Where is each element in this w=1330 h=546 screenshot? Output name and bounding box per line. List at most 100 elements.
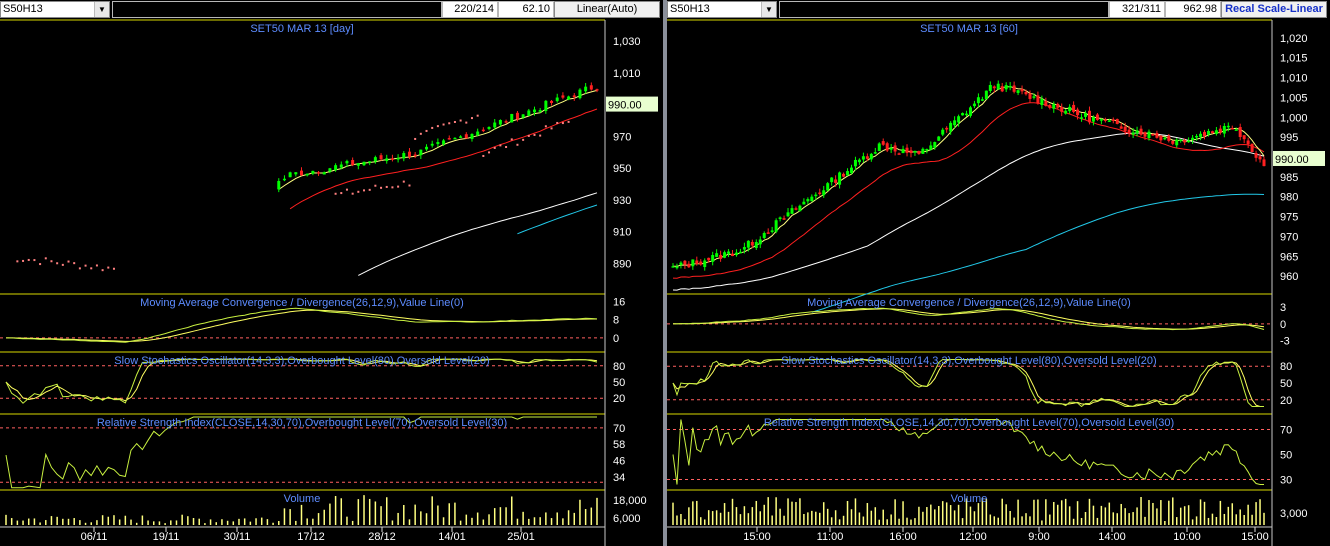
candle-body	[1167, 135, 1171, 141]
candle-body	[1008, 85, 1012, 88]
recal-scale-button[interactable]: Recal Scale-Linear	[1221, 1, 1327, 18]
info-bar	[779, 1, 1109, 18]
candle-body	[1179, 139, 1183, 141]
candle-body	[846, 171, 850, 176]
candle-body	[941, 129, 945, 135]
candle-body	[515, 112, 519, 120]
candle-body	[972, 103, 976, 107]
candle-body	[921, 148, 925, 154]
candle-body	[311, 170, 315, 174]
candle-body	[447, 138, 451, 140]
sar-dot	[67, 260, 70, 263]
sar-dot	[16, 260, 19, 263]
candle-body	[407, 151, 411, 157]
candle-body	[464, 134, 468, 139]
candle-body	[1246, 140, 1250, 145]
price-tick-label: 1,010	[1280, 73, 1308, 85]
candle-body	[703, 260, 707, 268]
candle-body	[379, 155, 383, 160]
candle-body	[453, 137, 457, 140]
candle-body	[849, 167, 853, 174]
candle-body	[1056, 103, 1060, 108]
price-panel-title: SET50 MAR 13 [60]	[920, 23, 1018, 35]
candle-body	[1068, 106, 1072, 112]
candle-body	[727, 251, 731, 254]
sar-dot	[357, 190, 360, 193]
candle-body	[567, 96, 571, 100]
sar-dot	[459, 119, 462, 122]
candle-body	[770, 230, 774, 232]
sar-dot	[505, 146, 508, 149]
sar-dot	[334, 192, 337, 195]
chart-canvas[interactable]: 1,0201,0151,0101,0051,000995990985980975…	[667, 0, 1330, 546]
sar-dot	[436, 125, 439, 128]
candle-body	[853, 159, 857, 167]
current-price-box	[1273, 150, 1325, 166]
candle-body	[459, 136, 463, 138]
rsi-line	[672, 419, 1264, 485]
candle-body	[1131, 132, 1135, 135]
candle-body	[1226, 125, 1230, 128]
candle-body	[1028, 93, 1032, 99]
sar-dot	[374, 184, 377, 187]
sar-dot	[61, 263, 64, 266]
candle-body	[933, 142, 937, 148]
bar-counter: 321/311	[1109, 1, 1165, 18]
volume-tick-label: 6,000	[613, 513, 641, 525]
sar-dot	[550, 127, 553, 130]
candle-body	[1143, 132, 1147, 137]
chevron-down-icon[interactable]: ▼	[94, 2, 109, 17]
chevron-down-icon[interactable]: ▼	[761, 2, 776, 17]
candle-body	[1135, 130, 1139, 134]
sar-dot	[101, 269, 104, 272]
candle-body	[300, 170, 303, 176]
candle-body	[1004, 85, 1008, 90]
candle-body	[881, 141, 885, 145]
sar-dot	[90, 267, 93, 270]
ma-slow-line	[672, 132, 1265, 291]
candle-body	[481, 129, 485, 132]
candle-body	[430, 143, 434, 146]
candle-body	[538, 110, 542, 112]
sar-dot	[107, 266, 110, 269]
macd-tick-label: 16	[613, 297, 625, 309]
sar-dot	[33, 259, 36, 262]
candle-body	[968, 107, 972, 116]
candle-body	[1020, 88, 1024, 92]
candle-body	[521, 114, 525, 118]
symbol-combobox[interactable]: S50H13 ▼	[0, 1, 110, 18]
candle-body	[351, 160, 355, 166]
sar-dot	[397, 185, 400, 188]
macd-signal-line	[6, 309, 597, 342]
time-axis-label: 30/11	[224, 531, 251, 543]
candle-body	[294, 172, 298, 175]
candle-body	[373, 157, 377, 162]
symbol-combobox[interactable]: S50H13 ▼	[667, 1, 777, 18]
pane-splitter[interactable]	[663, 0, 667, 546]
candle-body	[762, 233, 766, 239]
candle-body	[826, 183, 830, 191]
candle-body	[798, 205, 802, 212]
candle-body	[691, 259, 695, 267]
sar-dot	[380, 186, 383, 189]
sar-dot	[493, 146, 496, 149]
scale-button[interactable]: Linear(Auto)	[554, 1, 660, 18]
candle-body	[1036, 95, 1040, 104]
candle-body	[356, 163, 360, 166]
ma-long-line	[811, 193, 1265, 313]
candle-body	[778, 217, 782, 219]
candle-body	[897, 153, 901, 155]
chart-canvas[interactable]: 1,0301,010990970950930910890990.00SET50 …	[0, 0, 663, 546]
price-tick-label: 1,000	[1280, 112, 1308, 124]
candle-body	[1032, 96, 1036, 98]
rsi-line	[5, 416, 597, 489]
candle-body	[527, 110, 531, 116]
stochastic-tick-label: 20	[1280, 395, 1292, 407]
candle-body	[1214, 130, 1218, 134]
candle-body	[532, 109, 536, 113]
volume-tick-label: 3,000	[1280, 508, 1308, 520]
candle-body	[937, 136, 941, 141]
candle-body	[1187, 140, 1191, 143]
candle-body	[707, 257, 711, 261]
sar-dot	[425, 129, 428, 132]
